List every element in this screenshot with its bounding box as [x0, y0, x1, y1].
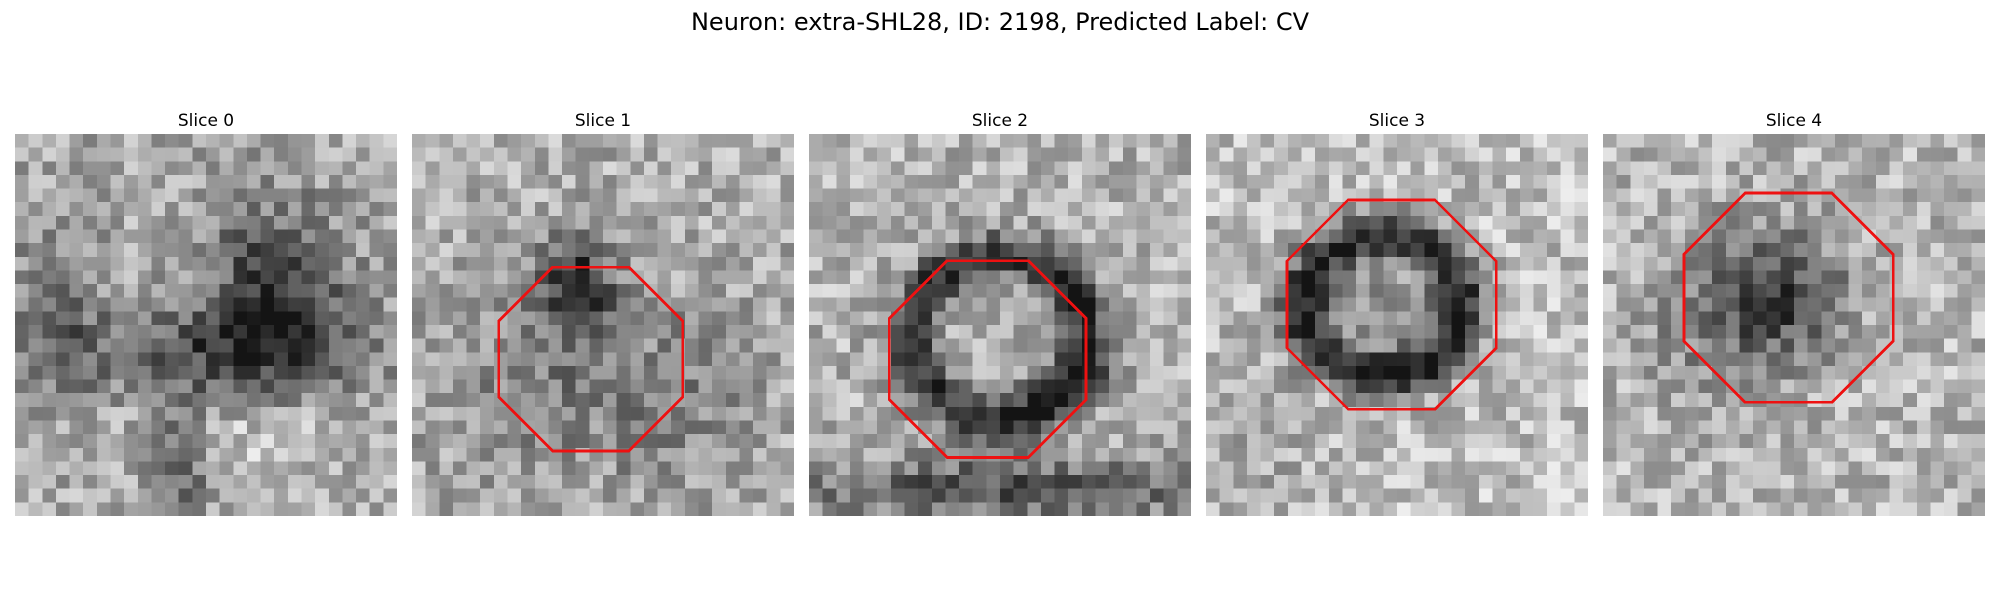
slice-image	[15, 134, 397, 516]
slice-title: Slice 4	[1765, 111, 1823, 131]
slice-panel-2: Slice 2	[809, 108, 1191, 516]
slice-image	[412, 134, 794, 516]
slice-panel-3: Slice 3	[1206, 108, 1588, 516]
slice-panel-4: Slice 4	[1603, 108, 1985, 516]
roi-octagon-outline	[887, 259, 1088, 459]
slice-title: Slice 1	[574, 111, 632, 131]
figure-title: Neuron: extra-SHL28, ID: 2198, Predicted…	[690, 8, 1310, 36]
roi-octagon-outline	[497, 265, 685, 453]
slice-image	[1603, 134, 1985, 516]
slice-title: Slice 0	[177, 111, 235, 131]
slice-image	[809, 134, 1191, 516]
roi-octagon-outline	[1682, 191, 1895, 404]
roi-octagon-outline	[1285, 198, 1498, 411]
slice-image	[1206, 134, 1588, 516]
slice-panel-0: Slice 0	[15, 108, 397, 516]
slice-title: Slice 3	[1368, 111, 1426, 131]
slice-title: Slice 2	[971, 111, 1029, 131]
slice-panel-1: Slice 1	[412, 108, 794, 516]
